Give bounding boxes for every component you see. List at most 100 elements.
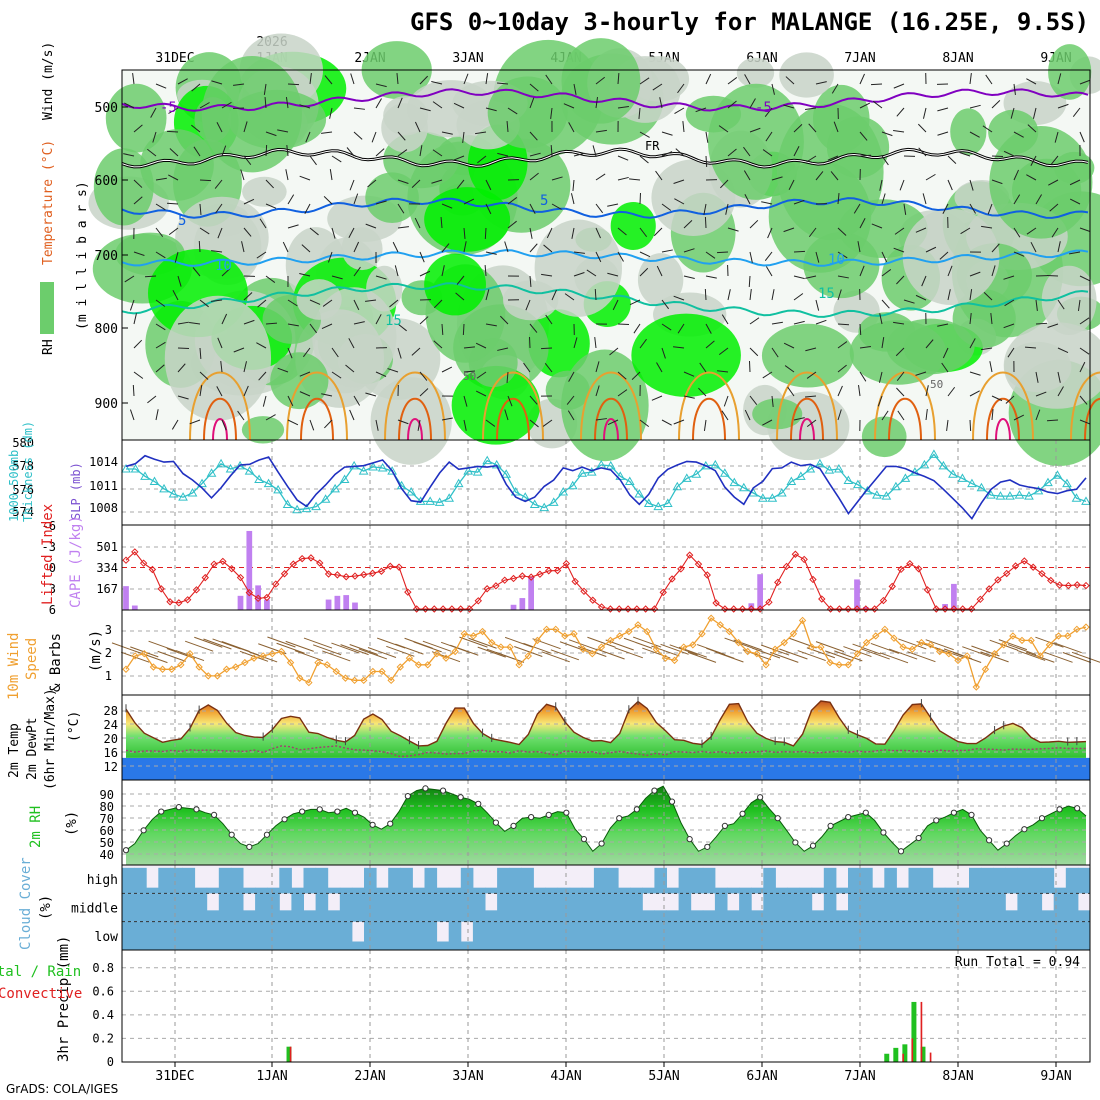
thickness-marker — [301, 503, 312, 513]
thickness-marker — [605, 460, 616, 470]
precip-tick-label: 0 — [107, 1055, 114, 1069]
upper-wind-barb — [177, 395, 189, 400]
thickness-marker — [434, 497, 445, 506]
upper-wind-barb — [655, 170, 663, 181]
wind-speed-marker — [945, 650, 953, 658]
upper-wind-barb — [1026, 227, 1037, 235]
contour-label-minus5: -5 — [755, 100, 772, 116]
wind-speed-marker — [1082, 623, 1090, 631]
cloud-cover-bar — [727, 910, 740, 922]
surface-wind-barb — [267, 636, 296, 648]
upper-wind-barb — [639, 227, 648, 238]
date-label-bottom: 1JAN — [256, 1069, 287, 1084]
precip-tick-label: 0.4 — [92, 1008, 114, 1022]
rh-contour-fill — [341, 227, 383, 271]
lifted-index-marker — [1020, 557, 1029, 565]
precip-total-bar — [911, 1001, 917, 1062]
cloud-cover-bar — [424, 867, 438, 894]
rh-contour-label: 50 — [930, 378, 943, 391]
surface-wind-barb — [340, 644, 369, 656]
cape-bar — [951, 583, 957, 610]
lifted-index-marker — [941, 605, 949, 613]
temp-contour-25-line — [203, 397, 237, 441]
cloud-cover-bar — [654, 910, 667, 922]
cloud-cover-bar — [182, 893, 196, 922]
upper-wind-barb — [1030, 155, 1037, 166]
upper-wind-barb — [237, 410, 245, 421]
upper-wind-barb — [831, 83, 839, 94]
date-label-top: 3JAN — [452, 51, 483, 66]
upper-wind-barb — [323, 195, 333, 205]
thickness-marker — [149, 476, 160, 486]
rh-contour-fill — [637, 253, 684, 307]
cloud-cover-bar — [714, 893, 728, 922]
upper-wind-barb — [570, 193, 575, 205]
temp-cold-band — [122, 757, 1090, 780]
temp-contour-5-line — [121, 197, 1089, 219]
thickness-marker — [558, 486, 569, 496]
rh-marker — [651, 787, 658, 794]
contour-label-freezing: FR — [645, 139, 660, 153]
upper-wind-barb — [287, 224, 299, 229]
wind-speed-marker — [1000, 641, 1008, 649]
cloud-cover-bar — [956, 893, 970, 922]
wind-speed-marker — [826, 658, 834, 667]
cape-bar — [123, 586, 129, 610]
surface-wind-barb — [1062, 652, 1092, 663]
upper-wind-barb — [704, 216, 707, 229]
upper-wind-barb — [783, 342, 795, 349]
upper-wind-barb — [217, 337, 223, 349]
thickness-marker — [577, 468, 588, 477]
upper-wind-barb — [881, 251, 888, 263]
upper-wind-barb — [947, 265, 953, 277]
temp-tick-label: 24 — [104, 718, 118, 732]
wind-speed-marker — [506, 643, 514, 651]
upper-wind-barb — [899, 179, 905, 191]
cloud-cover-bar — [896, 893, 909, 922]
cloud-cover-bar — [1065, 867, 1079, 894]
rh2m-axis-label: 2m RH — [28, 806, 44, 848]
upper-wind-barb — [529, 275, 532, 288]
cloud-cover-bar — [775, 921, 788, 950]
contour-label-10: 10 — [828, 252, 845, 268]
thickness-marker — [216, 458, 226, 468]
cloud-cover-bar — [376, 887, 389, 894]
surface-wind-barb — [367, 647, 397, 658]
upper-wind-barb — [243, 292, 253, 301]
rh-marker — [545, 811, 552, 818]
upper-wind-barb — [155, 299, 166, 307]
upper-wind-barb — [243, 319, 255, 325]
cloud-cover-bar — [158, 867, 171, 894]
upper-wind-barb — [243, 385, 249, 397]
lifted-index-marker — [791, 550, 800, 558]
cloud-cover-bar — [146, 887, 159, 894]
upper-wind-barb — [301, 244, 311, 253]
upper-wind-barb — [419, 251, 425, 263]
upper-wind-barb — [256, 342, 267, 349]
upper-wind-barb — [453, 102, 465, 109]
upper-wind-barb — [168, 227, 179, 236]
upper-wind-barb — [969, 371, 981, 376]
cloud-cover-bar — [267, 887, 280, 894]
upper-wind-barb — [277, 129, 289, 133]
cloud-cover-bar — [787, 887, 801, 894]
cloud-cover-bar — [303, 921, 317, 950]
wind-speed-marker — [497, 643, 505, 651]
upper-wind-barb — [947, 386, 956, 397]
upper-wind-barb — [918, 147, 927, 157]
lifted-index-marker — [835, 605, 844, 613]
upper-wind-barb — [484, 264, 487, 277]
upper-wind-barb — [1013, 251, 1025, 257]
thickness-marker — [168, 489, 179, 498]
upper-wind-barb — [199, 385, 203, 397]
upper-wind-barb — [837, 341, 848, 349]
rh-contour-fill — [534, 219, 623, 317]
upper-wind-barb — [264, 96, 267, 109]
upper-wind-barb — [299, 391, 311, 397]
rh-contour-fill — [651, 159, 736, 236]
surface-wind-barb — [888, 648, 918, 660]
upper-wind-barb — [969, 203, 977, 214]
upper-wind-barb — [661, 299, 670, 310]
lifted-index-marker — [501, 576, 509, 584]
lifted-index-marker — [870, 605, 879, 613]
